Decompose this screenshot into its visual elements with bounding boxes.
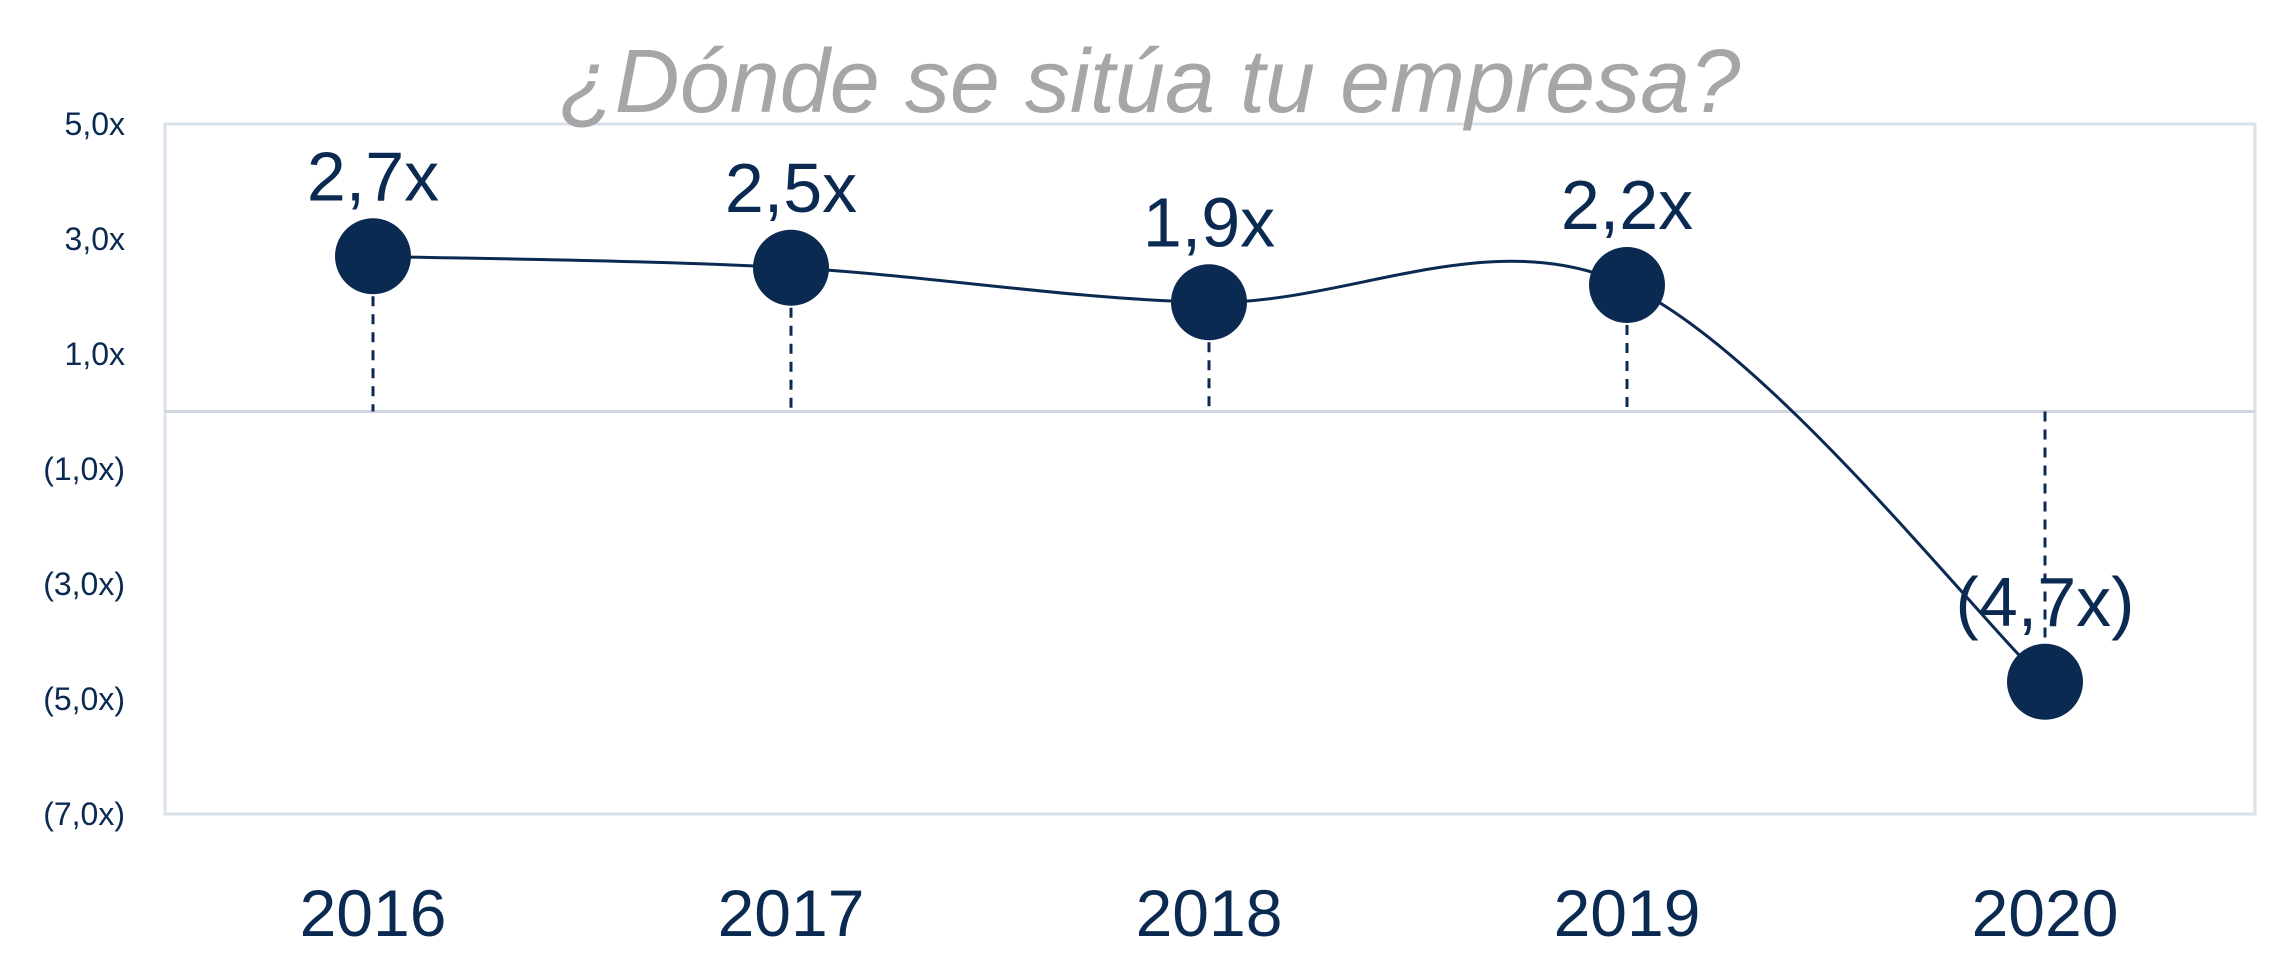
data-label: 1,9x (1143, 183, 1275, 261)
x-tick-label: 2017 (718, 876, 865, 950)
data-label: (4,7x) (1956, 563, 2135, 641)
data-point (1589, 247, 1665, 323)
x-tick-label: 2020 (1972, 876, 2119, 950)
data-label: 2,7x (307, 137, 439, 215)
y-axis-ticks: 5,0x 3,0x 1,0x (1,0x) (3,0x) (5,0x) (7,0x) (43, 106, 125, 832)
x-tick-label: 2016 (300, 876, 447, 950)
data-point (2007, 643, 2083, 720)
y-tick-label: (1,0x) (43, 451, 125, 487)
y-tick-label: (7,0x) (43, 796, 125, 832)
data-points (335, 218, 2083, 720)
y-tick-label: 3,0x (65, 221, 125, 257)
y-tick-label: 1,0x (65, 336, 125, 372)
data-point (335, 218, 411, 295)
y-tick-label: (3,0x) (43, 566, 125, 602)
data-point (1171, 264, 1247, 341)
drop-lines (371, 296, 2047, 642)
data-label: 2,2x (1561, 166, 1693, 244)
data-point (753, 229, 829, 306)
data-label: 2,5x (725, 149, 857, 227)
x-tick-label: 2018 (1136, 876, 1283, 950)
data-labels: 2,7x 2,5x 1,9x 2,2x (4,7x) (307, 137, 2135, 641)
x-tick-label: 2019 (1554, 876, 1701, 950)
x-axis-ticks: 2016 2017 2018 2019 2020 (300, 876, 2119, 950)
y-tick-label: (5,0x) (43, 681, 125, 717)
plot-frame (163, 122, 2257, 816)
y-tick-label: 5,0x (65, 106, 125, 142)
chart-title: ¿Dónde se sitúa tu empresa? (560, 32, 1741, 132)
